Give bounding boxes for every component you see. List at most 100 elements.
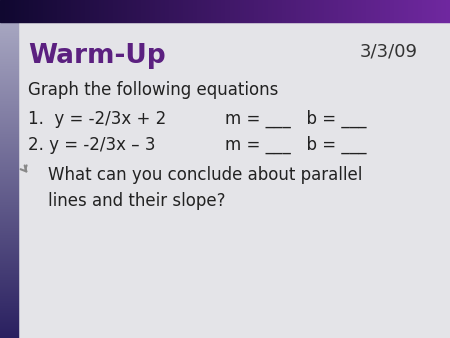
Bar — [0, 124, 18, 125]
Bar — [442, 0, 443, 22]
Bar — [110, 0, 111, 22]
Bar — [0, 238, 18, 239]
Bar — [0, 321, 18, 322]
Bar — [0, 231, 18, 232]
Bar — [430, 0, 431, 22]
Bar — [263, 0, 264, 22]
Bar — [0, 222, 18, 223]
Bar — [161, 0, 162, 22]
Bar — [0, 153, 18, 154]
Bar — [315, 0, 316, 22]
Bar — [0, 99, 18, 100]
Bar — [249, 0, 250, 22]
Bar — [0, 296, 18, 297]
Bar — [268, 0, 269, 22]
Bar — [292, 0, 293, 22]
Bar — [0, 228, 18, 229]
Bar — [115, 0, 116, 22]
Bar — [0, 0, 1, 22]
Bar — [89, 0, 90, 22]
Bar — [226, 0, 227, 22]
Bar — [0, 149, 18, 150]
Bar — [0, 336, 18, 337]
Bar — [0, 312, 18, 313]
Bar — [438, 0, 439, 22]
Bar — [316, 0, 317, 22]
Bar — [128, 0, 129, 22]
Bar — [0, 22, 18, 23]
Bar — [0, 248, 18, 249]
Bar — [94, 0, 95, 22]
Bar — [0, 161, 18, 162]
Bar — [0, 83, 18, 84]
Bar — [17, 0, 18, 22]
Bar — [0, 66, 18, 67]
Bar — [0, 119, 18, 120]
Bar — [0, 28, 18, 29]
Bar — [0, 62, 18, 63]
Bar — [188, 0, 189, 22]
Bar — [78, 0, 79, 22]
Bar — [0, 2, 18, 3]
Bar — [357, 0, 358, 22]
Bar — [37, 0, 38, 22]
Bar — [397, 0, 398, 22]
Bar — [36, 0, 37, 22]
Bar — [125, 0, 126, 22]
Bar — [0, 23, 18, 24]
Bar — [0, 43, 18, 44]
Bar — [398, 0, 399, 22]
Bar — [57, 0, 58, 22]
Bar — [191, 0, 192, 22]
Bar — [257, 0, 258, 22]
Bar — [0, 55, 18, 56]
Bar — [0, 118, 18, 119]
Bar — [0, 52, 18, 53]
Bar — [323, 0, 324, 22]
Bar — [30, 0, 31, 22]
Bar — [241, 0, 242, 22]
Bar — [0, 287, 18, 288]
Bar — [0, 220, 18, 221]
Bar — [258, 0, 259, 22]
Bar — [0, 158, 18, 159]
Bar — [448, 0, 449, 22]
Bar — [146, 0, 147, 22]
Bar — [0, 194, 18, 195]
Bar — [0, 226, 18, 227]
Bar — [151, 0, 152, 22]
Bar — [152, 0, 153, 22]
Bar — [445, 0, 446, 22]
Bar — [0, 267, 18, 268]
Bar — [185, 0, 186, 22]
Bar — [333, 0, 334, 22]
Text: 1.  y = -2/3x + 2: 1. y = -2/3x + 2 — [28, 110, 166, 128]
Bar — [155, 0, 156, 22]
Bar — [437, 0, 438, 22]
Bar — [54, 0, 55, 22]
Bar — [0, 3, 18, 4]
Bar — [0, 157, 18, 158]
Bar — [0, 303, 18, 304]
Bar — [0, 17, 18, 18]
Bar — [317, 0, 318, 22]
Bar — [0, 50, 18, 51]
Bar — [408, 0, 409, 22]
Bar — [169, 0, 170, 22]
Bar — [49, 0, 50, 22]
Bar — [0, 26, 18, 27]
Bar — [60, 0, 61, 22]
Bar — [274, 0, 275, 22]
Bar — [0, 179, 18, 180]
Bar — [0, 320, 18, 321]
Bar — [288, 0, 289, 22]
Text: What can you conclude about parallel
lines and their slope?: What can you conclude about parallel lin… — [48, 166, 362, 210]
Bar — [117, 0, 118, 22]
Bar — [325, 0, 326, 22]
Bar — [193, 0, 194, 22]
Bar — [0, 57, 18, 58]
Bar — [207, 0, 208, 22]
Bar — [341, 0, 342, 22]
Bar — [0, 204, 18, 205]
Bar — [354, 0, 355, 22]
